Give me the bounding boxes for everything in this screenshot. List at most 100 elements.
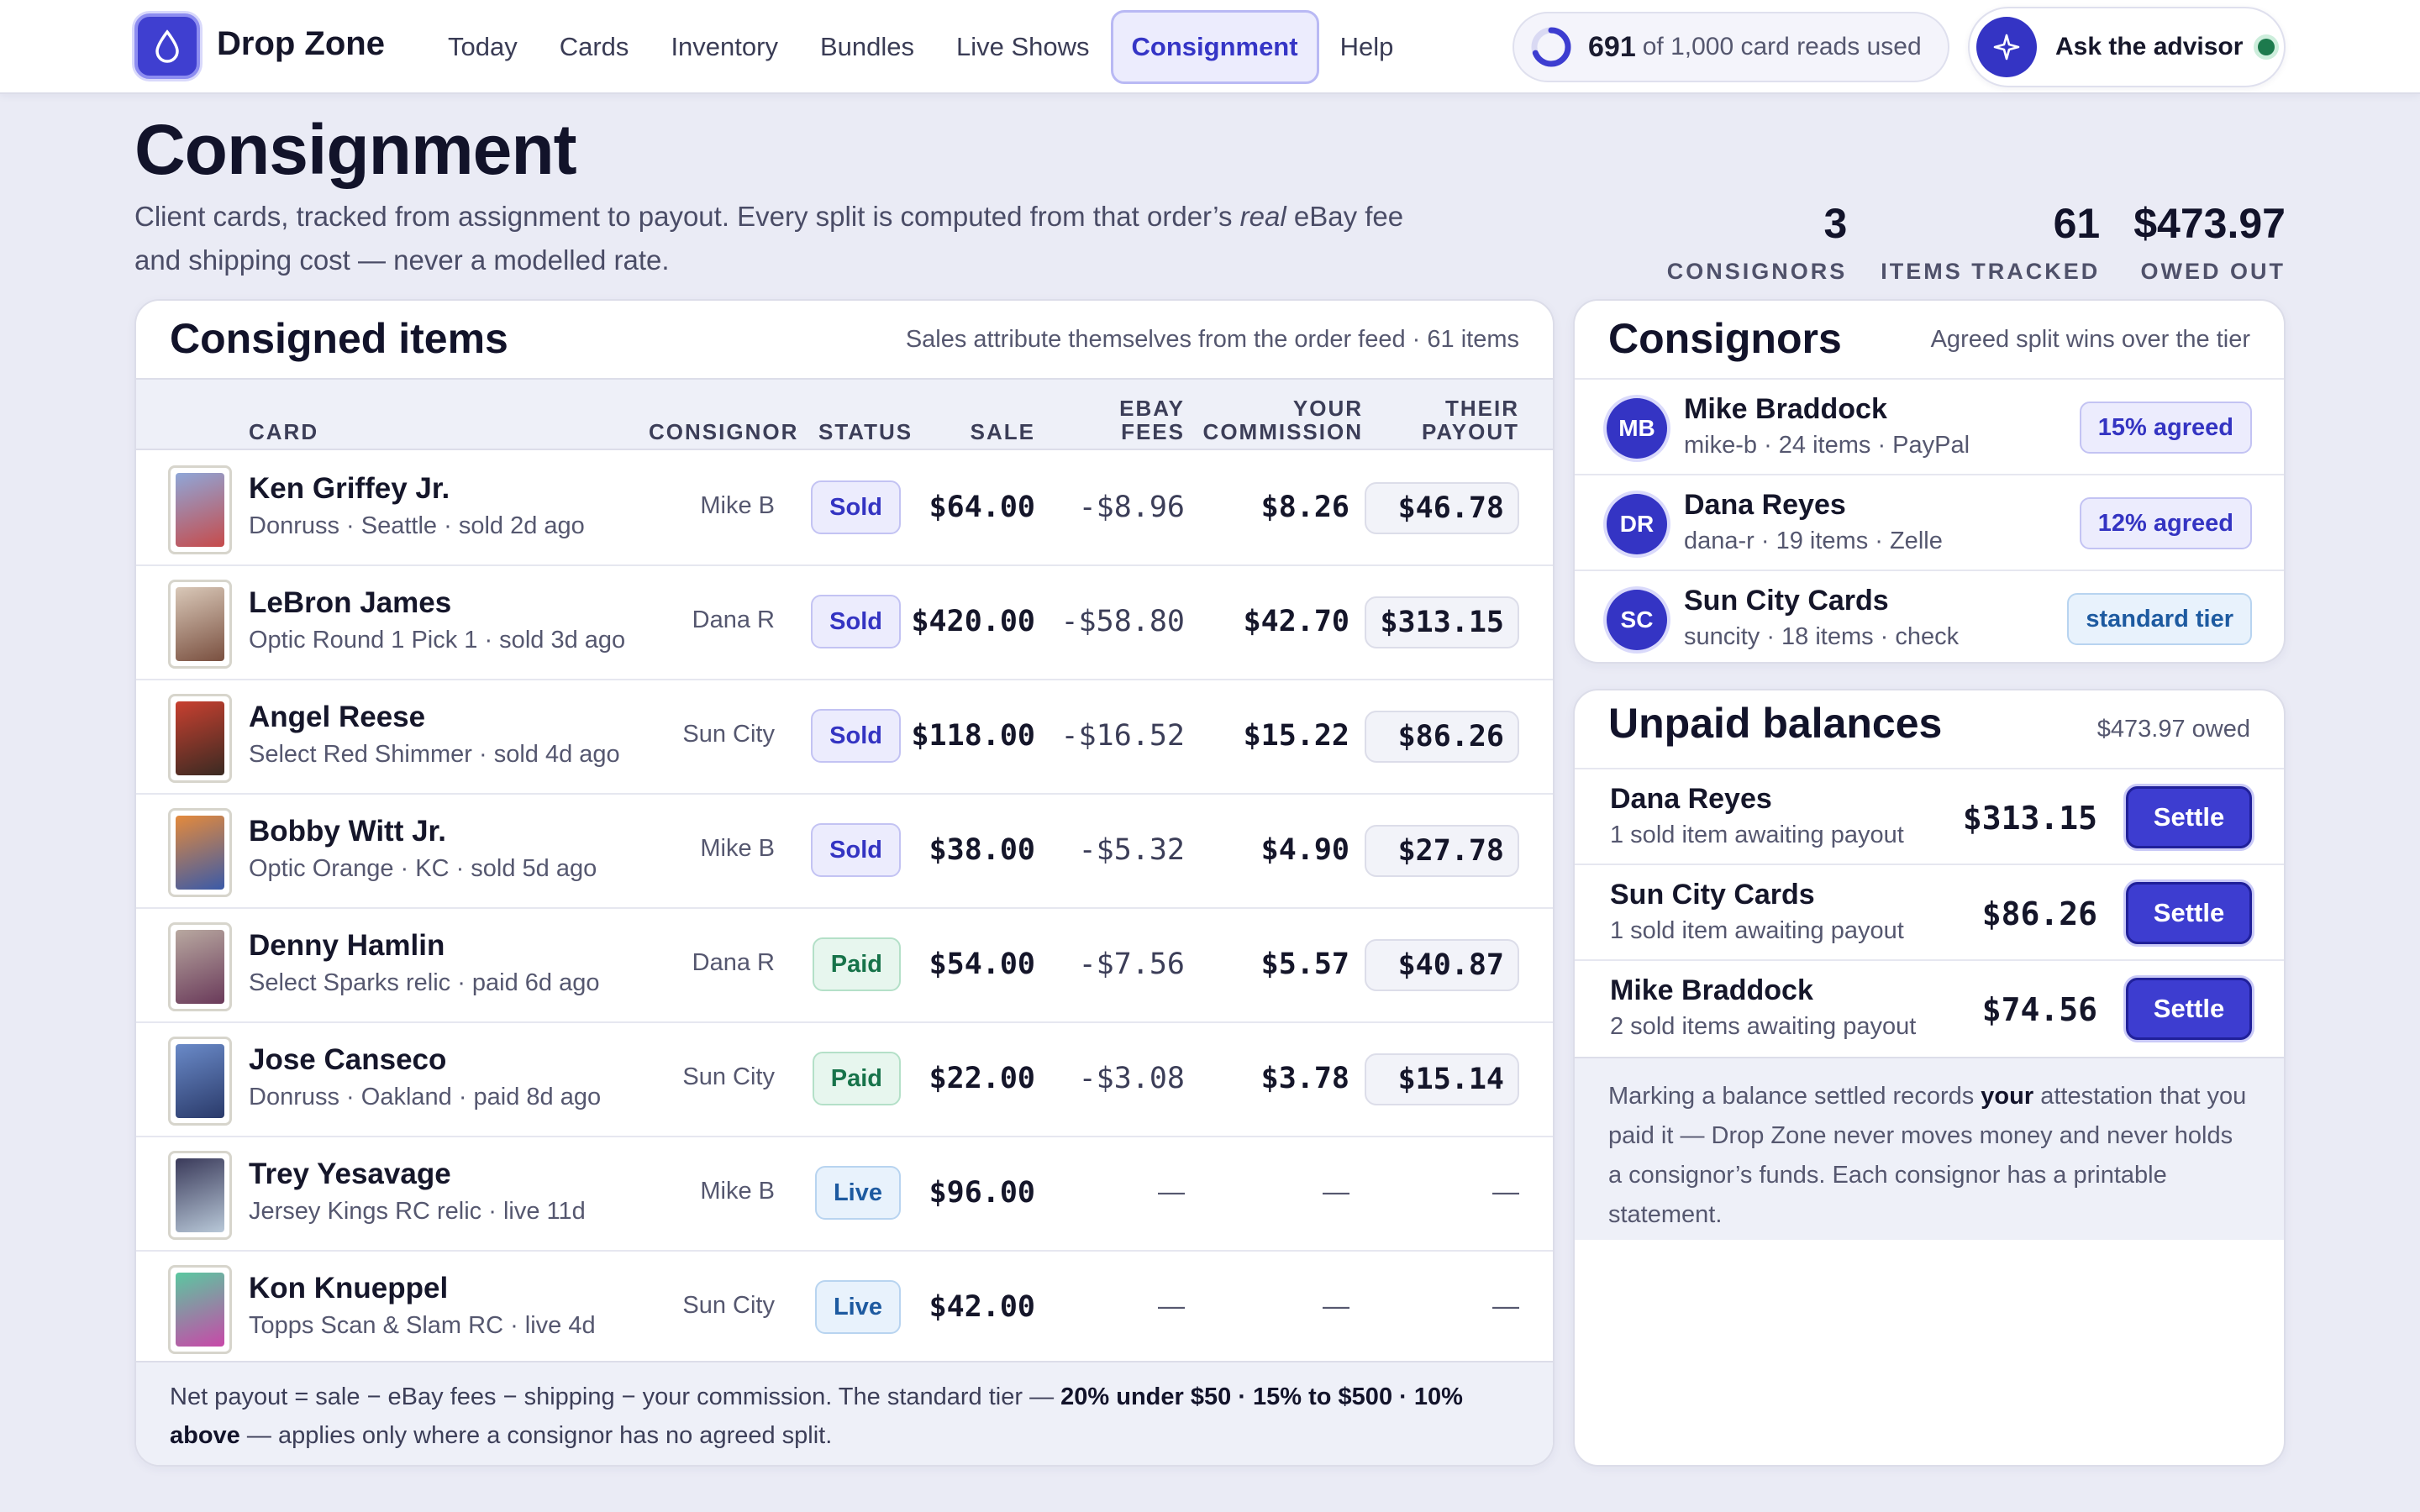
- ebay-fees-value: —: [1158, 1176, 1185, 1206]
- nav-bundles[interactable]: Bundles: [819, 32, 914, 61]
- balance-meta: 1 sold item awaiting payout: [1610, 917, 1904, 944]
- payout-value: —: [1492, 1290, 1519, 1320]
- card-thumbnail[interactable]: [168, 1265, 232, 1354]
- drop-logo-icon[interactable]: [134, 13, 200, 79]
- sparkle-icon: [1976, 17, 2037, 77]
- card-meta: Optic Orange · KC · sold 5d ago: [249, 855, 597, 882]
- col-your-commission[interactable]: YOUR COMMISSION: [1202, 396, 1363, 444]
- reads-used-label: of 1,000 card reads used: [1642, 33, 1922, 60]
- consignors-title: Consignors: [1608, 315, 1842, 362]
- nav-help[interactable]: Help: [1339, 32, 1394, 61]
- consignor-name: Sun City: [682, 1063, 775, 1090]
- brand-name[interactable]: Drop Zone: [217, 25, 385, 62]
- commission-value: —: [1323, 1290, 1349, 1320]
- unpaid-balance-row: Dana Reyes 1 sold item awaiting payout $31…: [1575, 768, 2284, 864]
- ask-advisor-button[interactable]: Ask the advisor: [1968, 7, 2286, 87]
- card-meta: Optic Round 1 Pick 1 · sold 3d ago: [249, 627, 626, 654]
- table-row[interactable]: Kon Knueppel Topps Scan & Slam RC · live …: [136, 1252, 1553, 1366]
- settle-button[interactable]: Settle: [2126, 882, 2252, 944]
- card-meta: Jersey Kings RC relic · live 11d: [249, 1198, 586, 1225]
- unpaid-balance-row: Sun City Cards 1 sold item awaiting payou…: [1575, 864, 2284, 959]
- advisor-label: Ask the advisor: [2055, 33, 2244, 60]
- split-tier-badge[interactable]: 15% agreed: [2079, 402, 2252, 454]
- col-their-payout[interactable]: THEIR PAYOUT: [1421, 396, 1519, 444]
- table-row[interactable]: LeBron James Optic Round 1 Pick 1 · sold …: [136, 566, 1553, 680]
- card-name: LeBron James: [249, 586, 452, 619]
- table-row[interactable]: Ken Griffey Jr. Donruss · Seattle · sold …: [136, 452, 1553, 566]
- reads-ring-icon: [1531, 27, 1571, 67]
- commission-value: $8.26: [1260, 491, 1349, 524]
- items-note: Sales attribute themselves from the orde…: [905, 326, 1519, 353]
- consignor-row[interactable]: DR Dana Reyes dana-r · 19 items · Zelle 12%…: [1575, 474, 2284, 570]
- commission-value: $3.78: [1260, 1062, 1349, 1095]
- ebay-fees-value: -$58.80: [1060, 605, 1185, 638]
- payout-value: $40.87: [1365, 939, 1519, 991]
- consignor-name: Mike B: [700, 492, 775, 519]
- commission-value: $15.22: [1243, 719, 1349, 753]
- ebay-fees-value: -$16.52: [1060, 719, 1185, 753]
- card-thumbnail[interactable]: [168, 694, 232, 783]
- col-ebay-fees[interactable]: EBAY FEES: [1119, 396, 1185, 444]
- card-name: Ken Griffey Jr.: [249, 472, 450, 505]
- consignor-name: Mike B: [700, 1178, 775, 1205]
- card-thumbnail[interactable]: [168, 1037, 232, 1126]
- consignor-row[interactable]: SC Sun City Cards suncity · 18 items · che…: [1575, 570, 2284, 662]
- col-sale[interactable]: SALE: [970, 419, 1035, 444]
- balance-meta: 2 sold items awaiting payout: [1610, 1013, 1917, 1040]
- consignors-note: Agreed split wins over the tier: [1930, 326, 2250, 353]
- stat-consignors: 3 CONSIGNORS: [1666, 200, 1848, 284]
- consignor-name: Sun City: [682, 1292, 775, 1319]
- table-row[interactable]: Denny Hamlin Select Sparks relic · paid 6…: [136, 909, 1553, 1023]
- avatar: MB: [1607, 398, 1667, 459]
- table-row[interactable]: Trey Yesavage Jersey Kings RC relic · liv…: [136, 1137, 1553, 1252]
- consignor-name: Dana R: [692, 949, 775, 976]
- card-thumbnail[interactable]: [168, 580, 232, 669]
- status-badge: Sold: [811, 480, 901, 534]
- nav-cards[interactable]: Cards: [559, 32, 629, 61]
- stat-items-tracked: 61 ITEMS TRACKED: [1881, 200, 2101, 284]
- consignor-meta: dana-r · 19 items · Zelle: [1684, 528, 1943, 554]
- consignors-panel: Consignors Agreed split wins over the ti…: [1573, 299, 2286, 664]
- table-row[interactable]: Bobby Witt Jr. Optic Orange · KC · sold 5…: [136, 795, 1553, 909]
- split-tier-badge[interactable]: standard tier: [2067, 593, 2252, 645]
- card-thumbnail[interactable]: [168, 465, 232, 554]
- col-consignor[interactable]: CONSIGNOR: [649, 419, 799, 444]
- card-thumbnail[interactable]: [168, 808, 232, 897]
- col-card[interactable]: CARD: [249, 419, 319, 444]
- nav-today[interactable]: Today: [448, 32, 518, 61]
- card-thumbnail[interactable]: [168, 1151, 232, 1240]
- sale-amount: $42.00: [929, 1290, 1035, 1324]
- balance-amount: $86.26: [1981, 895, 2097, 932]
- sale-amount: $54.00: [929, 948, 1035, 981]
- consigned-items-panel: Consigned items Sales attribute themselv…: [134, 299, 1555, 1467]
- nav-consignment[interactable]: Consignment: [1110, 10, 1319, 84]
- card-reads-meter[interactable]: 691 of 1,000 card reads used: [1512, 12, 1949, 82]
- col-status[interactable]: STATUS: [818, 419, 913, 444]
- nav-inventory[interactable]: Inventory: [671, 32, 778, 61]
- ebay-fees-value: —: [1158, 1290, 1185, 1320]
- consignor-name: Mike Braddock: [1610, 974, 1813, 1006]
- payout-value: $86.26: [1365, 711, 1519, 763]
- consignor-name: Sun City: [682, 721, 775, 748]
- sale-amount: $22.00: [929, 1062, 1035, 1095]
- card-thumbnail[interactable]: [168, 922, 232, 1011]
- table-row[interactable]: Jose Canseco Donruss · Oakland · paid 8d …: [136, 1023, 1553, 1137]
- split-tier-badge[interactable]: 12% agreed: [2079, 497, 2252, 549]
- settle-button[interactable]: Settle: [2126, 786, 2252, 848]
- status-badge: Live: [814, 1166, 901, 1220]
- card-name: Trey Yesavage: [249, 1158, 451, 1190]
- status-badge: Sold: [811, 823, 901, 877]
- settlement-disclaimer: Marking a balance settled records your a…: [1575, 1057, 2284, 1240]
- card-meta: Select Sparks relic · paid 6d ago: [249, 969, 600, 996]
- nav-live-shows[interactable]: Live Shows: [955, 32, 1090, 61]
- table-row[interactable]: Angel Reese Select Red Shimmer · sold 4d …: [136, 680, 1553, 795]
- consignor-row[interactable]: MB Mike Braddock mike-b · 24 items · PayPa…: [1575, 378, 2284, 474]
- card-name: Kon Knueppel: [249, 1272, 449, 1305]
- settle-button[interactable]: Settle: [2126, 978, 2252, 1040]
- commission-value: $4.90: [1260, 833, 1349, 867]
- main-nav: Today Cards Inventory Bundles Live Shows…: [427, 10, 1414, 84]
- consignor-name: Dana R: [692, 606, 775, 633]
- online-status-dot: [2258, 39, 2275, 55]
- balance-meta: 1 sold item awaiting payout: [1610, 822, 1904, 848]
- payout-value: —: [1492, 1176, 1519, 1206]
